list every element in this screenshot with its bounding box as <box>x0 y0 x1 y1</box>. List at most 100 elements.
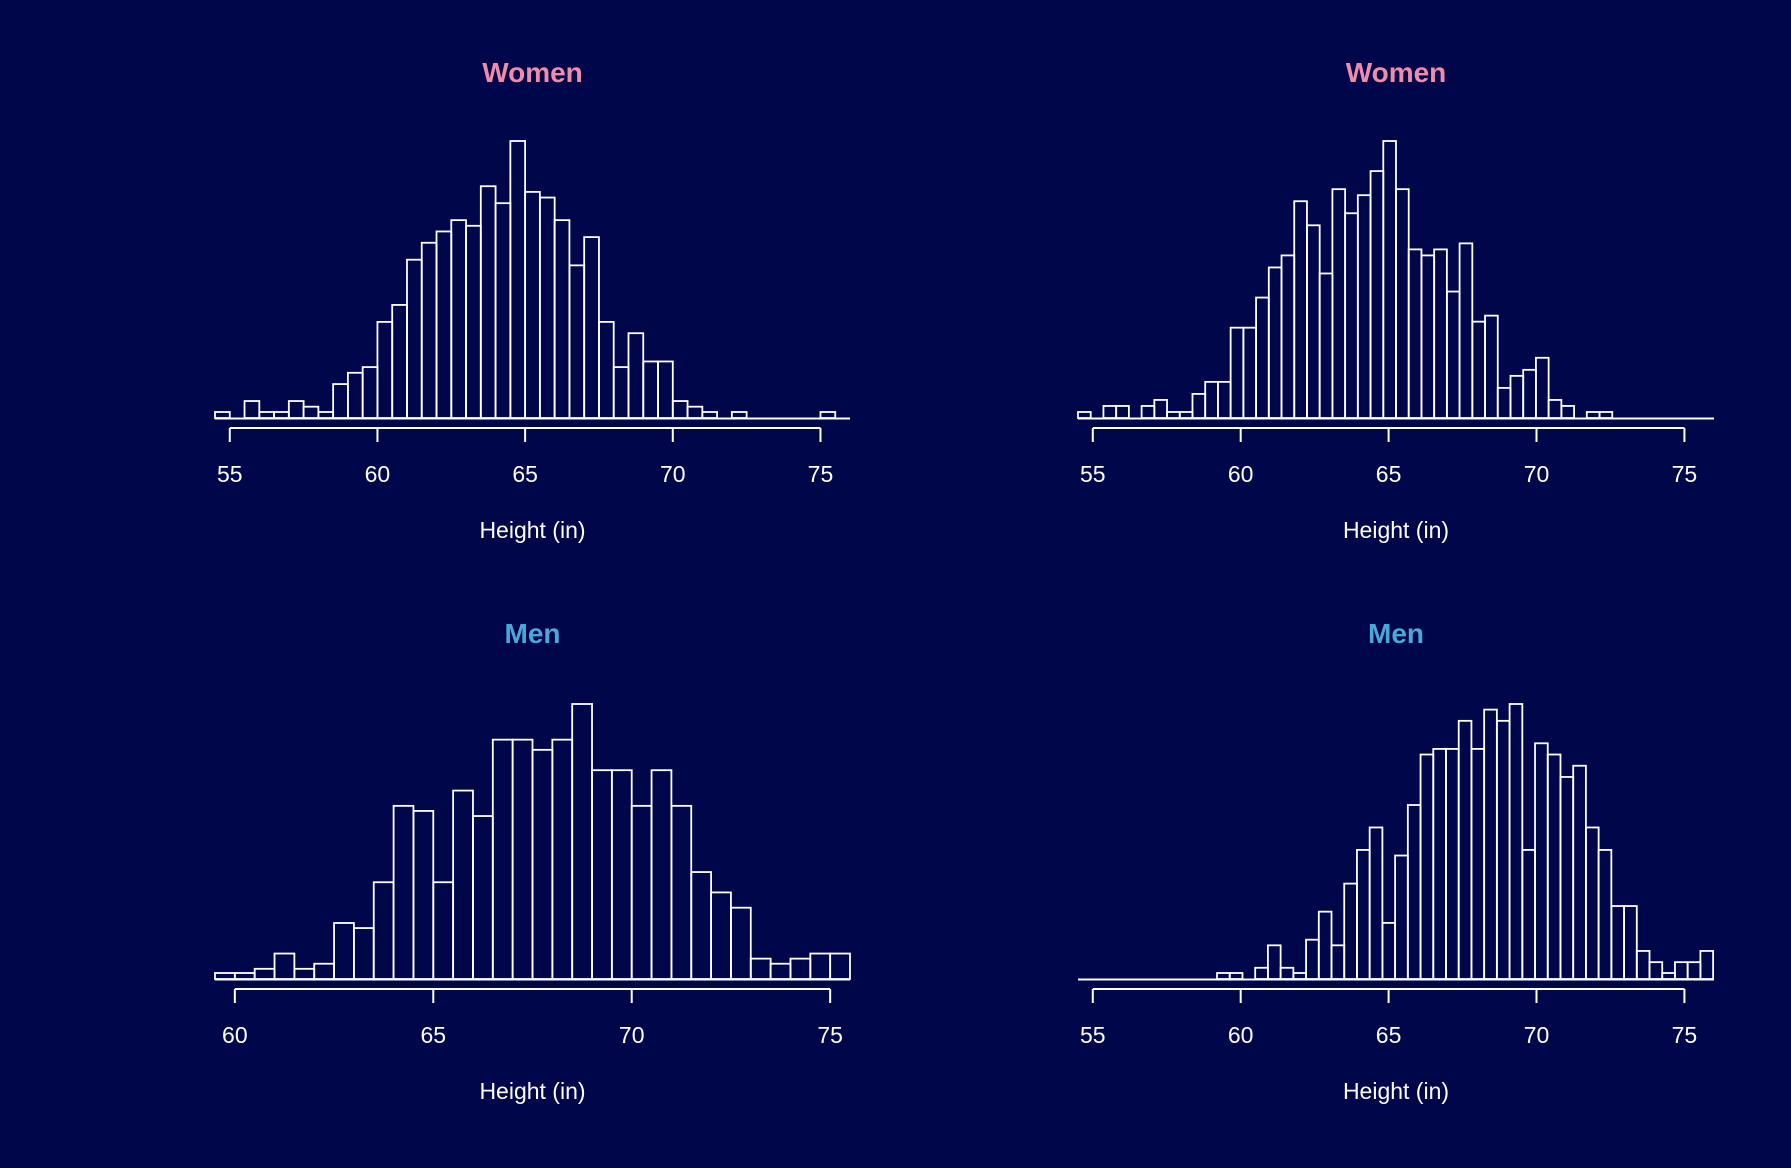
histogram-bar <box>1204 380 1219 419</box>
histogram-bar <box>819 411 837 419</box>
histogram-bar <box>243 400 261 419</box>
histogram-bar <box>1140 405 1156 419</box>
histogram-bar <box>302 405 320 419</box>
histogram-bar <box>1585 826 1600 980</box>
histogram-bar <box>233 972 256 980</box>
histogram-bar <box>610 769 633 980</box>
x-tick-label: 75 <box>1672 461 1698 487</box>
histogram-bar <box>313 962 335 980</box>
histogram-bar <box>450 219 467 419</box>
histogram-bar <box>1522 368 1537 419</box>
histogram-bar <box>1496 386 1512 419</box>
histogram-bar <box>612 366 630 419</box>
chart-title: Men <box>1368 618 1424 649</box>
histogram-bar <box>479 185 497 419</box>
histogram-bar <box>1471 320 1486 419</box>
histogram-bar <box>1394 854 1409 980</box>
x-tick-label: 55 <box>1080 1022 1106 1048</box>
histogram-bar <box>710 891 732 980</box>
histogram-bar <box>509 140 527 419</box>
x-axis-title: Height (in) <box>479 1078 585 1104</box>
histogram-bar <box>1318 272 1334 419</box>
histogram-bar <box>1267 266 1283 419</box>
histogram-bar <box>630 804 653 980</box>
x-tick-label: 65 <box>420 1022 446 1048</box>
histogram-bar <box>1279 966 1295 980</box>
histogram-bar <box>686 405 704 419</box>
x-tick-label: 60 <box>222 1022 248 1048</box>
histogram-bar <box>376 320 394 419</box>
histogram-bar <box>452 789 474 980</box>
histogram-bar <box>1356 194 1372 419</box>
histogram-bar <box>650 769 673 980</box>
histogram-bar <box>1382 140 1397 419</box>
histogram-bar <box>293 967 316 980</box>
histogram-bar <box>287 400 305 419</box>
chart-title: Women <box>482 57 583 88</box>
histogram-bar <box>1254 966 1269 980</box>
histogram-bar <box>690 871 712 980</box>
histogram-bar <box>730 906 752 980</box>
histogram-bar <box>353 927 375 980</box>
histogram-bar <box>1534 742 1549 980</box>
histogram-bar <box>472 815 494 980</box>
histogram-bar <box>1598 411 1614 419</box>
x-tick-label: 65 <box>1376 1022 1402 1048</box>
histogram-bar <box>273 411 290 419</box>
histogram-bar <box>1572 764 1587 980</box>
x-tick-label: 60 <box>1228 1022 1254 1048</box>
histogram-bar <box>391 304 408 419</box>
histogram-bar <box>598 320 615 419</box>
histogram-bar <box>1483 708 1498 980</box>
histogram-bar <box>789 957 812 980</box>
histogram-bar <box>1508 703 1524 980</box>
histogram-bar <box>1229 326 1245 419</box>
x-tick-label: 60 <box>1228 461 1254 487</box>
histogram-bar <box>1406 804 1422 980</box>
histogram-bar <box>531 748 554 980</box>
histogram-bar <box>1419 753 1435 980</box>
histogram-bar <box>1293 200 1308 419</box>
histogram-bar <box>372 881 395 980</box>
histogram-bar <box>1077 411 1092 419</box>
histogram-bar <box>333 922 355 980</box>
histogram-bar <box>1623 905 1638 980</box>
histogram-bar <box>1330 944 1346 980</box>
histogram-bar <box>670 804 693 980</box>
histogram-bar <box>657 360 674 419</box>
histogram-bar <box>347 371 364 419</box>
histogram-bar <box>1547 399 1563 419</box>
histogram-bar <box>1433 248 1448 419</box>
histogram-bar <box>1228 972 1244 980</box>
histogram-bar <box>1217 380 1232 419</box>
histogram-bar <box>1635 950 1651 980</box>
histogram-bar <box>1395 188 1410 419</box>
histogram-bar <box>701 411 718 419</box>
x-tick-label: 65 <box>1376 461 1402 487</box>
x-tick-label: 75 <box>817 1022 843 1048</box>
histogram-bar <box>1153 399 1168 419</box>
chart-title: Men <box>505 618 561 649</box>
histogram-bar <box>524 190 541 419</box>
x-tick-label: 70 <box>1524 461 1550 487</box>
histogram-bar <box>1305 938 1320 980</box>
histogram-bar <box>1661 972 1676 980</box>
histogram-bar <box>1445 747 1460 980</box>
histogram-bar <box>1585 411 1601 419</box>
histogram-bar <box>568 264 586 419</box>
x-tick-label: 60 <box>365 461 391 487</box>
histogram-bar <box>1292 972 1307 980</box>
histogram-bar <box>1369 170 1385 419</box>
x-tick-label: 75 <box>808 461 834 487</box>
histogram-bar <box>1115 405 1130 419</box>
histogram-bar <box>1559 776 1575 980</box>
histogram-bar <box>214 972 236 980</box>
x-axis-title: Height (in) <box>1343 1078 1449 1104</box>
histogram-bar <box>1242 326 1257 419</box>
histogram-bar <box>730 411 748 419</box>
histogram-bar <box>1699 950 1715 980</box>
chart-panel-1: Women 55 60 65 70 75 Height (in) <box>214 57 850 543</box>
histogram-bar <box>511 738 534 980</box>
